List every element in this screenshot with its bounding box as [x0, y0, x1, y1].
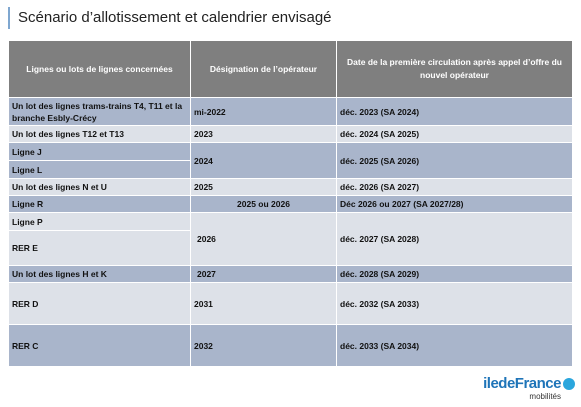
cell: déc. 2025 (SA 2026): [336, 142, 573, 179]
cell: déc. 2033 (SA 2034): [336, 324, 573, 367]
cell: 2025: [190, 178, 337, 196]
cell: déc. 2028 (SA 2029): [336, 265, 573, 283]
slide-title: Scénario d’allotissement et calendrier e…: [8, 7, 332, 29]
cell: Un lot des lignes N et U: [8, 178, 191, 196]
header-cell: Lignes ou lots de lignes concernées: [8, 40, 191, 98]
cell: 2024: [190, 142, 337, 179]
cell: RER C: [8, 324, 191, 367]
logo-icon: [563, 378, 575, 390]
cell: Ligne R: [8, 195, 191, 213]
cell: déc. 2023 (SA 2024): [336, 97, 573, 126]
cell: déc. 2024 (SA 2025): [336, 125, 573, 143]
cell: 2026: [190, 212, 337, 266]
row: Ligne P 2026 déc. 2027 (SA 2028): [8, 212, 573, 266]
cell: Un lot des lignes H et K: [8, 265, 191, 283]
cell: 2023: [190, 125, 337, 143]
cell: 2025 ou 2026: [190, 195, 337, 213]
header-cell: Date de la première circulation après ap…: [336, 40, 573, 98]
cell: déc. 2027 (SA 2028): [336, 212, 573, 266]
cell: déc. 2032 (SA 2033): [336, 282, 573, 325]
cell: mi-2022: [190, 97, 337, 126]
row: RER D 2031 déc. 2032 (SA 2033): [8, 282, 573, 325]
cell: Un lot des lignes T12 et T13: [8, 125, 191, 143]
cell: Un lot des lignes trams-trains T4, T11 e…: [8, 97, 191, 126]
logo: iledeFrance mobilités: [483, 375, 561, 402]
cell: RER D: [8, 282, 191, 325]
cell: 2031: [190, 282, 337, 325]
row: RER C 2032 déc. 2033 (SA 2034): [8, 324, 573, 367]
row: Ligne J 2024 déc. 2025 (SA 2026): [8, 142, 573, 179]
row: Ligne L: [8, 160, 573, 179]
row: Un lot des lignes H et K 2027 déc. 2028 …: [8, 265, 573, 283]
row: Un lot des lignes N et U 2025 déc. 2026 …: [8, 178, 573, 196]
cell: Ligne J: [8, 142, 191, 161]
logo-sub: mobilités: [529, 392, 561, 401]
header-row: Lignes ou lots de lignes concernées Dési…: [8, 40, 573, 98]
row: Ligne R 2025 ou 2026 Déc 2026 ou 2027 (S…: [8, 195, 573, 213]
cell: RER E: [8, 230, 191, 266]
cell: 2027: [190, 265, 337, 283]
cell: Ligne L: [8, 160, 191, 179]
logo-brand: iledeFrance: [483, 375, 561, 392]
cell: 2032: [190, 324, 337, 367]
row: RER E: [8, 230, 573, 266]
row: Un lot des lignes trams-trains T4, T11 e…: [8, 97, 573, 126]
allotment-table: Lignes ou lots de lignes concernées Dési…: [8, 40, 573, 367]
cell: déc. 2026 (SA 2027): [336, 178, 573, 196]
cell: Déc 2026 ou 2027 (SA 2027/28): [336, 195, 573, 213]
cell: Ligne P: [8, 212, 191, 231]
row: Un lot des lignes T12 et T13 2023 déc. 2…: [8, 125, 573, 143]
header-cell: Désignation de l’opérateur: [190, 40, 337, 98]
